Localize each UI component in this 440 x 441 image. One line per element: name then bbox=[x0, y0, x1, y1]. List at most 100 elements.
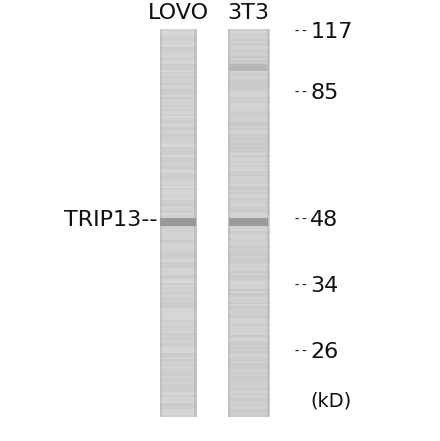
Bar bbox=[160, 378, 197, 380]
Bar bbox=[160, 273, 197, 275]
Bar bbox=[228, 275, 269, 277]
Bar bbox=[160, 308, 197, 310]
Bar bbox=[160, 235, 197, 236]
Bar bbox=[160, 384, 197, 386]
Bar bbox=[160, 343, 197, 345]
Bar bbox=[160, 147, 197, 149]
Bar bbox=[228, 335, 269, 337]
Bar bbox=[228, 130, 269, 132]
Bar bbox=[160, 366, 197, 368]
Bar bbox=[160, 87, 197, 89]
Bar bbox=[160, 333, 197, 335]
Bar bbox=[160, 368, 197, 370]
Bar bbox=[160, 310, 197, 312]
Bar bbox=[228, 273, 269, 275]
Bar bbox=[228, 411, 269, 413]
Bar bbox=[228, 116, 269, 118]
Bar bbox=[228, 211, 269, 213]
Text: TRIP13--: TRIP13-- bbox=[64, 210, 158, 230]
Bar bbox=[228, 341, 269, 343]
Bar bbox=[228, 401, 269, 403]
Bar bbox=[228, 390, 269, 392]
Bar bbox=[228, 314, 269, 316]
Bar bbox=[228, 269, 269, 271]
Bar bbox=[160, 79, 197, 82]
Bar bbox=[228, 151, 269, 153]
Bar bbox=[228, 134, 269, 136]
Bar bbox=[160, 47, 197, 49]
Bar bbox=[160, 370, 197, 372]
Bar bbox=[160, 304, 197, 306]
Bar bbox=[160, 43, 197, 45]
Bar bbox=[160, 303, 197, 304]
Bar bbox=[228, 155, 269, 157]
Bar bbox=[160, 322, 197, 324]
Bar bbox=[228, 291, 269, 293]
Bar bbox=[160, 359, 197, 361]
Bar bbox=[160, 328, 197, 329]
Bar bbox=[160, 341, 197, 343]
Bar bbox=[160, 227, 197, 229]
Bar bbox=[160, 215, 197, 217]
Bar bbox=[228, 168, 269, 171]
Bar bbox=[160, 101, 197, 103]
Text: --: -- bbox=[293, 25, 309, 39]
Bar bbox=[160, 176, 197, 178]
Bar bbox=[160, 363, 197, 364]
Bar bbox=[228, 368, 269, 370]
Bar bbox=[160, 99, 197, 101]
Bar bbox=[160, 114, 197, 116]
Bar bbox=[228, 256, 269, 258]
Bar bbox=[160, 231, 197, 233]
Bar bbox=[160, 244, 197, 246]
Bar bbox=[160, 186, 197, 188]
Bar bbox=[228, 159, 269, 161]
Bar bbox=[228, 172, 269, 175]
Bar bbox=[160, 277, 197, 279]
Bar bbox=[160, 314, 197, 316]
Bar bbox=[228, 186, 269, 188]
Bar bbox=[160, 300, 197, 303]
Bar bbox=[228, 41, 269, 43]
Bar bbox=[160, 136, 197, 138]
Bar bbox=[228, 118, 269, 120]
Bar bbox=[160, 155, 197, 157]
Bar bbox=[228, 62, 269, 64]
Bar bbox=[228, 349, 269, 351]
Bar bbox=[160, 240, 197, 243]
Bar bbox=[228, 142, 269, 143]
Bar bbox=[160, 167, 197, 168]
Bar bbox=[160, 403, 197, 405]
Bar bbox=[228, 359, 269, 361]
Bar bbox=[228, 182, 269, 184]
Bar bbox=[228, 304, 269, 306]
Bar bbox=[228, 227, 269, 229]
Bar bbox=[160, 50, 197, 52]
Bar bbox=[160, 165, 197, 167]
Bar bbox=[160, 271, 197, 273]
Bar bbox=[228, 101, 269, 103]
Bar bbox=[160, 120, 197, 122]
Bar bbox=[228, 413, 269, 415]
Bar bbox=[160, 353, 197, 355]
Bar bbox=[228, 300, 269, 303]
Bar bbox=[160, 175, 197, 176]
Bar bbox=[228, 105, 269, 107]
Bar bbox=[228, 225, 269, 227]
Bar bbox=[160, 111, 197, 112]
Bar bbox=[229, 64, 268, 71]
Bar bbox=[228, 171, 269, 172]
Bar bbox=[160, 29, 162, 417]
Text: --: -- bbox=[293, 279, 309, 293]
Bar bbox=[160, 97, 197, 99]
Bar bbox=[160, 415, 197, 417]
Bar bbox=[228, 361, 269, 363]
Bar bbox=[228, 240, 269, 243]
Bar bbox=[160, 112, 197, 114]
Bar bbox=[160, 252, 197, 254]
Bar bbox=[228, 140, 269, 142]
Bar bbox=[160, 76, 197, 78]
Bar bbox=[160, 64, 197, 66]
Bar bbox=[228, 91, 269, 93]
Bar bbox=[160, 376, 197, 378]
